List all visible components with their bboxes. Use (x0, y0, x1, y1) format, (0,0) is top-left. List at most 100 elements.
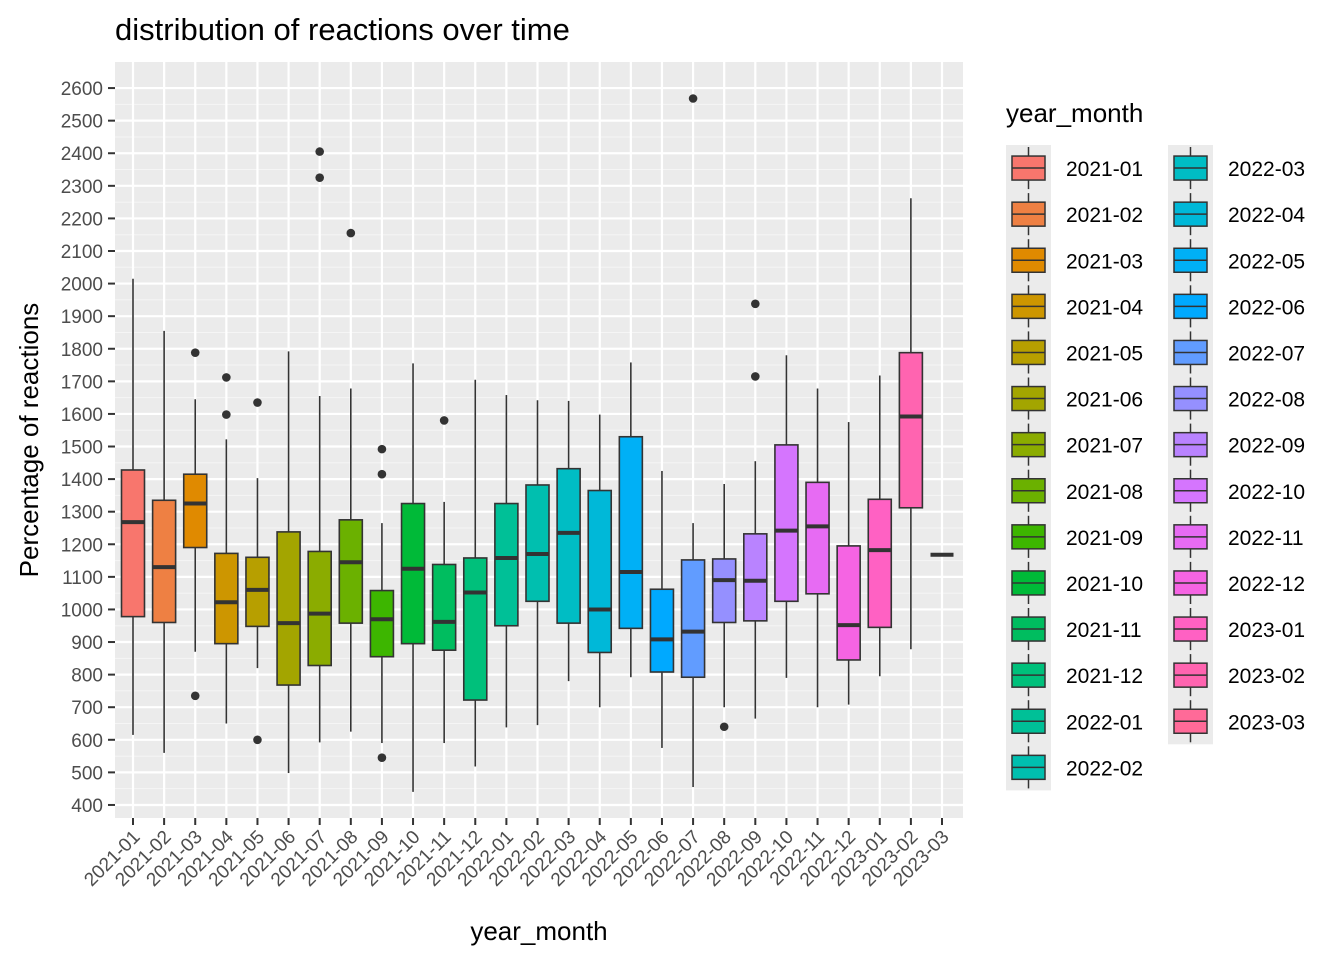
y-axis-title: Percentage of reactions (14, 303, 44, 578)
y-tick-label: 1000 (61, 600, 103, 621)
legend-label: 2023-02 (1228, 665, 1305, 688)
box-2021-01 (120, 278, 146, 735)
legend-label: 2022-01 (1066, 711, 1143, 734)
box-body (743, 533, 768, 622)
y-tick-label: 1100 (62, 568, 103, 589)
outlier-point (190, 348, 200, 357)
y-axis: 400 500 600 700 800 900 1000 1100 1200 1300 1400 15… (61, 79, 115, 817)
box-body (556, 467, 581, 624)
legend-item-2022-09: 2022-09 (1173, 423, 1305, 466)
y-tick-label: 2000 (61, 275, 103, 296)
y-tick-label: 2500 (61, 112, 103, 133)
box-2022-03 (556, 400, 581, 682)
box-body (276, 531, 301, 686)
box-body (649, 588, 675, 673)
y-tick-label: 1500 (61, 438, 103, 459)
legend-item-2022-06: 2022-06 (1173, 285, 1305, 328)
legend-label: 2022-07 (1228, 342, 1305, 365)
outlier-point (377, 753, 387, 763)
box-2023-01 (867, 375, 893, 677)
y-tick-label: 2100 (61, 242, 103, 263)
box-2022-07 (680, 94, 706, 788)
x-axis-title: year_month (470, 916, 607, 946)
y-tick-label: 2300 (61, 177, 103, 198)
box-body (151, 499, 177, 624)
legend-item-2021-03: 2021-03 (1011, 239, 1143, 282)
outlier-point (315, 173, 324, 182)
legend-label: 2021-02 (1066, 204, 1143, 227)
y-tick-label: 1600 (61, 405, 103, 426)
legend-item-2021-08: 2021-08 (1011, 469, 1143, 512)
legend-label: 2022-10 (1228, 481, 1305, 504)
legend-item-2022-03: 2022-03 (1173, 147, 1305, 190)
legend-item-2021-01: 2021-01 (1011, 147, 1143, 190)
legend-label: 2021-09 (1066, 527, 1143, 550)
legend-label: 2021-06 (1066, 389, 1143, 412)
box-body (214, 552, 239, 645)
box-body (774, 444, 799, 603)
y-tick-label: 600 (71, 731, 103, 752)
box-2022-09 (743, 299, 768, 719)
legend-item-2022-11: 2022-11 (1173, 515, 1304, 558)
box-body (400, 502, 426, 645)
legend-item-2021-09: 2021-09 (1011, 515, 1143, 558)
legend-item-2021-04: 2021-04 (1011, 285, 1143, 328)
box-2021-08 (338, 228, 364, 732)
box-2023-02 (898, 198, 924, 650)
box-2021-05 (245, 398, 270, 745)
y-tick-label: 1400 (61, 470, 103, 491)
y-tick-label: 900 (71, 633, 103, 654)
outlier-point (688, 94, 698, 103)
outlier-point (346, 228, 356, 238)
outlier-point (190, 691, 200, 701)
y-tick-label: 800 (71, 666, 103, 687)
legend-item-2021-12: 2021-12 (1011, 654, 1143, 697)
box-body (618, 435, 644, 630)
boxes-layer (120, 94, 954, 792)
outlier-point (439, 416, 449, 425)
box-body (680, 559, 706, 679)
legend-item-2022-08: 2022-08 (1173, 377, 1305, 420)
legend-label: 2021-03 (1066, 250, 1143, 273)
legend-label: 2021-07 (1066, 435, 1143, 458)
y-tick-label: 1900 (61, 307, 103, 328)
box-body (494, 502, 519, 627)
box-body (369, 589, 395, 658)
outlier-point (222, 410, 231, 419)
box-2021-10 (400, 363, 426, 792)
legend-label: 2022-05 (1228, 250, 1305, 273)
box-body (898, 351, 924, 509)
legend-label: 2021-12 (1066, 665, 1143, 688)
box-2021-07 (307, 147, 332, 743)
box-body (120, 469, 146, 618)
legend-item-2022-10: 2022-10 (1173, 469, 1305, 512)
box-2021-11 (431, 416, 457, 744)
box-2021-12 (462, 379, 488, 767)
outlier-point (751, 299, 760, 309)
legend-item-2023-02: 2023-02 (1173, 654, 1305, 697)
legend-item-2022-04: 2022-04 (1173, 193, 1305, 236)
box-body (805, 481, 830, 595)
y-tick-label: 1800 (61, 340, 103, 361)
box-2022-08 (711, 483, 737, 732)
y-tick-label: 2200 (61, 209, 103, 230)
legend: year_month 2021-01 2021-02 2021-03 2021-04 2… (1006, 98, 1305, 791)
legend-label: 2022-02 (1066, 757, 1143, 780)
box-2021-02 (151, 330, 177, 753)
legend-item-2022-12: 2022-12 (1173, 561, 1305, 604)
legend-item-2021-10: 2021-10 (1011, 561, 1143, 604)
legend-label: 2022-12 (1228, 573, 1305, 596)
box-2021-04 (214, 373, 239, 724)
legend-label: 2022-09 (1228, 435, 1305, 458)
legend-label: 2021-04 (1066, 296, 1143, 319)
legend-item-2021-02: 2021-02 (1011, 193, 1143, 236)
legend-label: 2023-03 (1228, 711, 1305, 734)
box-2022-01 (494, 395, 519, 728)
legend-label: 2021-01 (1066, 158, 1143, 181)
outlier-point (751, 372, 760, 381)
box-body (836, 545, 861, 661)
y-tick-label: 1200 (61, 535, 103, 556)
legend-item-2022-05: 2022-05 (1173, 239, 1305, 282)
box-2022-10 (774, 355, 799, 678)
box-2021-06 (276, 351, 301, 774)
